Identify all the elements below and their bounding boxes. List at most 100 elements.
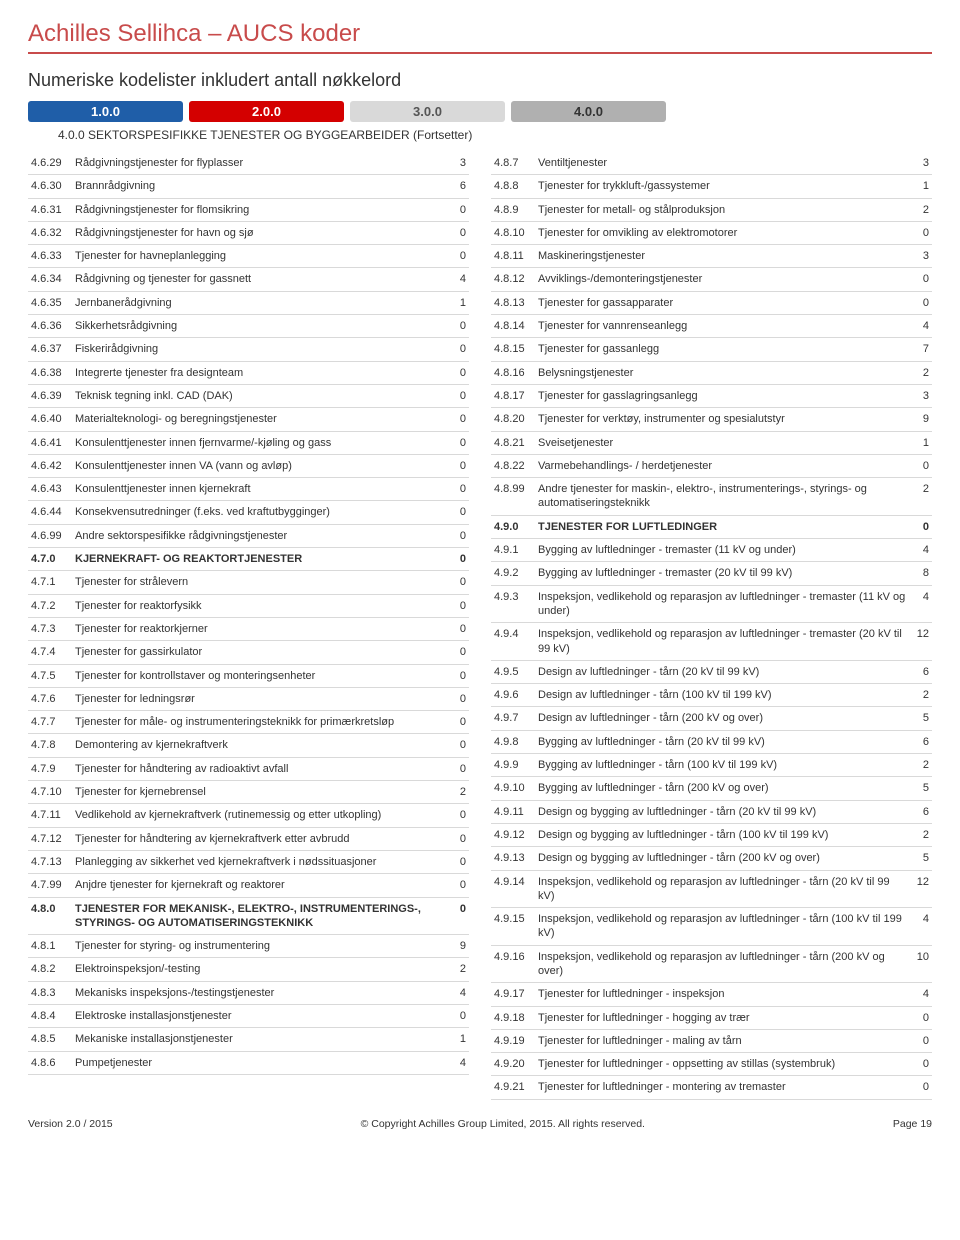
- desc-cell: Avviklings-/demonteringstjenester: [535, 268, 910, 291]
- value-cell: 6: [910, 730, 932, 753]
- value-cell: 12: [910, 870, 932, 908]
- desc-cell: Inspeksjon, vedlikehold og reparasjon av…: [535, 870, 910, 908]
- value-cell: 0: [447, 431, 469, 454]
- code-cell: 4.9.12: [491, 823, 535, 846]
- table-row: 4.9.19Tjenester for luftledninger - mali…: [491, 1029, 932, 1052]
- pill-3.0.0: 3.0.0: [350, 101, 505, 122]
- desc-cell: Demontering av kjernekraftverk: [72, 734, 447, 757]
- value-cell: 0: [447, 454, 469, 477]
- table-row: 4.9.14Inspeksjon, vedlikehold og reparas…: [491, 870, 932, 908]
- table-row: 4.9.18Tjenester for luftledninger - hogg…: [491, 1006, 932, 1029]
- table-row: 4.6.29Rådgivningstjenester for flyplasse…: [28, 152, 469, 175]
- desc-cell: Inspeksjon, vedlikehold og reparasjon av…: [535, 945, 910, 983]
- value-cell: 9: [447, 935, 469, 958]
- table-row: 4.9.12Design og bygging av luftledninger…: [491, 823, 932, 846]
- desc-cell: Tjenester for strålevern: [72, 571, 447, 594]
- desc-cell: Planlegging av sikkerhet ved kjernekraft…: [72, 850, 447, 873]
- code-cell: 4.7.3: [28, 617, 72, 640]
- value-cell: 0: [447, 827, 469, 850]
- desc-cell: Konsulenttjenester innen VA (vann og avl…: [72, 454, 447, 477]
- code-cell: 4.7.9: [28, 757, 72, 780]
- desc-cell: Tjenester for metall- og stålproduksjon: [535, 198, 910, 221]
- desc-cell: Bygging av luftledninger - tremaster (20…: [535, 562, 910, 585]
- desc-cell: Rådgivningstjenester for flyplasser: [72, 152, 447, 175]
- desc-cell: TJENESTER FOR LUFTLEDINGER: [535, 515, 910, 538]
- value-cell: 4: [447, 1051, 469, 1074]
- desc-cell: Maskineringstjenester: [535, 245, 910, 268]
- code-cell: 4.6.38: [28, 361, 72, 384]
- table-row: 4.6.30Brannrådgivning6: [28, 175, 469, 198]
- table-row: 4.6.39Teknisk tegning inkl. CAD (DAK)0: [28, 384, 469, 407]
- value-cell: 0: [447, 524, 469, 547]
- table-row: 4.8.10Tjenester for omvikling av elektro…: [491, 221, 932, 244]
- code-cell: 4.7.13: [28, 850, 72, 873]
- value-cell: 4: [910, 908, 932, 946]
- desc-cell: Sveisetjenester: [535, 431, 910, 454]
- code-cell: 4.6.29: [28, 152, 72, 175]
- desc-cell: Tjenester for gassanlegg: [535, 338, 910, 361]
- desc-cell: Inspeksjon, vedlikehold og reparasjon av…: [535, 585, 910, 623]
- desc-cell: Rådgivningstjenester for havn og sjø: [72, 221, 447, 244]
- value-cell: 2: [447, 958, 469, 981]
- desc-cell: Tjenester for gassapparater: [535, 291, 910, 314]
- code-cell: 4.9.19: [491, 1029, 535, 1052]
- value-cell: 6: [447, 175, 469, 198]
- code-cell: 4.9.7: [491, 707, 535, 730]
- desc-cell: Tjenester for gassirkulator: [72, 641, 447, 664]
- desc-cell: Varmebehandlings- / herdetjenester: [535, 454, 910, 477]
- desc-cell: Design av luftledninger - tårn (100 kV t…: [535, 684, 910, 707]
- value-cell: 2: [910, 361, 932, 384]
- code-cell: 4.8.22: [491, 454, 535, 477]
- table-row: 4.8.13Tjenester for gassapparater0: [491, 291, 932, 314]
- table-row: 4.8.16Belysningstjenester2: [491, 361, 932, 384]
- value-cell: 0: [447, 664, 469, 687]
- table-row: 4.9.4Inspeksjon, vedlikehold og reparasj…: [491, 623, 932, 661]
- table-row: 4.8.9Tjenester for metall- og stålproduk…: [491, 198, 932, 221]
- code-cell: 4.6.32: [28, 221, 72, 244]
- desc-cell: Materialteknologi- og beregningstjeneste…: [72, 408, 447, 431]
- table-row: 4.8.15Tjenester for gassanlegg7: [491, 338, 932, 361]
- pill-2.0.0: 2.0.0: [189, 101, 344, 122]
- code-cell: 4.9.16: [491, 945, 535, 983]
- table-row: 4.7.8Demontering av kjernekraftverk0: [28, 734, 469, 757]
- desc-cell: Tjenester for styring- og instrumenterin…: [72, 935, 447, 958]
- value-cell: 4: [910, 585, 932, 623]
- code-cell: 4.8.99: [491, 478, 535, 516]
- desc-cell: Mekanisks inspeksjons-/testingstjenester: [72, 981, 447, 1004]
- value-cell: 0: [910, 291, 932, 314]
- code-cell: 4.8.1: [28, 935, 72, 958]
- value-cell: 3: [910, 384, 932, 407]
- table-row: 4.9.1Bygging av luftledninger - tremaste…: [491, 539, 932, 562]
- value-cell: 8: [910, 562, 932, 585]
- code-cell: 4.9.8: [491, 730, 535, 753]
- value-cell: 0: [910, 515, 932, 538]
- table-row: 4.8.8Tjenester for trykkluft-/gassysteme…: [491, 175, 932, 198]
- desc-cell: Tjenester for luftledninger - inspeksjon: [535, 983, 910, 1006]
- table-row: 4.8.3Mekanisks inspeksjons-/testingstjen…: [28, 981, 469, 1004]
- table-row: 4.6.32Rådgivningstjenester for havn og s…: [28, 221, 469, 244]
- desc-cell: Design og bygging av luftledninger - tår…: [535, 800, 910, 823]
- code-cell: 4.8.21: [491, 431, 535, 454]
- desc-cell: Teknisk tegning inkl. CAD (DAK): [72, 384, 447, 407]
- table-row: 4.9.11Design og bygging av luftledninger…: [491, 800, 932, 823]
- value-cell: 4: [910, 315, 932, 338]
- value-cell: 10: [910, 945, 932, 983]
- desc-cell: Tjenester for reaktorkjerner: [72, 617, 447, 640]
- code-cell: 4.7.5: [28, 664, 72, 687]
- value-cell: 0: [447, 361, 469, 384]
- table-row: 4.9.21Tjenester for luftledninger - mont…: [491, 1076, 932, 1099]
- value-cell: 9: [910, 408, 932, 431]
- desc-cell: Elektroinspeksjon/-testing: [72, 958, 447, 981]
- table-row: 4.9.6Design av luftledninger - tårn (100…: [491, 684, 932, 707]
- table-row: 4.8.99Andre tjenester for maskin-, elekt…: [491, 478, 932, 516]
- value-cell: 2: [910, 198, 932, 221]
- code-cell: 4.9.15: [491, 908, 535, 946]
- code-cell: 4.6.99: [28, 524, 72, 547]
- code-cell: 4.9.3: [491, 585, 535, 623]
- value-cell: 2: [910, 754, 932, 777]
- value-cell: 0: [447, 594, 469, 617]
- desc-cell: Design av luftledninger - tårn (20 kV ti…: [535, 660, 910, 683]
- desc-cell: Tjenester for vannrenseanlegg: [535, 315, 910, 338]
- code-cell: 4.7.10: [28, 781, 72, 804]
- table-row: 4.6.99Andre sektorspesifikke rådgivnings…: [28, 524, 469, 547]
